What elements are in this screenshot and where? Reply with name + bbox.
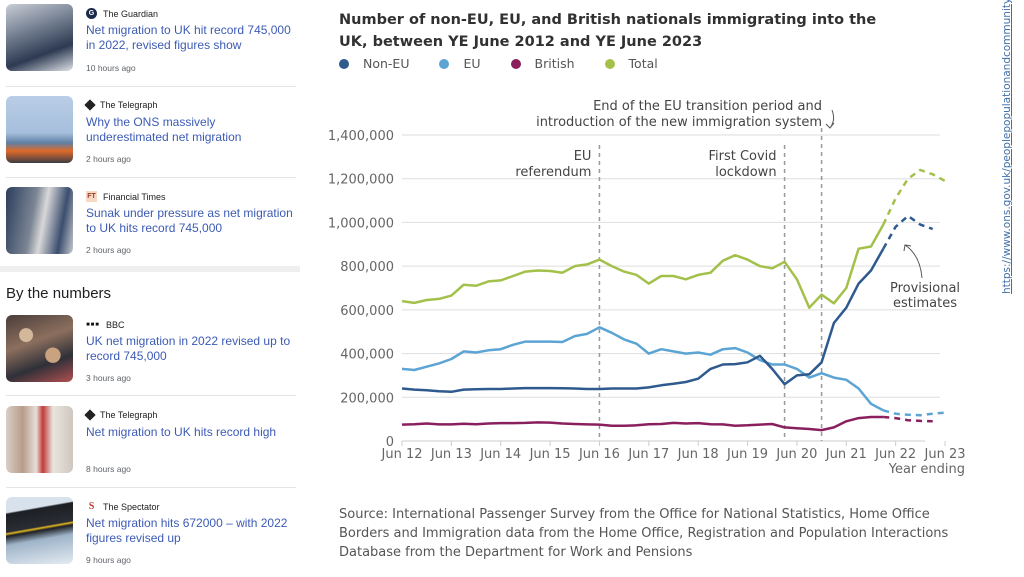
y-tick-label: 1,200,000: [328, 173, 394, 188]
news-headline-link[interactable]: Net migration to UK hit record 745,000 i…: [86, 23, 291, 52]
news-card[interactable]: The Telegraph Net migration to UK hits r…: [6, 406, 296, 486]
divider: [6, 487, 296, 488]
legend-dot-icon: [339, 58, 349, 69]
series-line-provisional-non-eu: [882, 214, 934, 250]
legend-label: British: [534, 56, 575, 71]
legend-dot-icon: [439, 58, 450, 69]
divider: [6, 395, 296, 396]
news-headline-link[interactable]: UK net migration in 2022 revised up to r…: [86, 334, 291, 363]
annotation-transition: End of the EU transition period and: [593, 99, 822, 114]
series-line-provisional-total: [882, 168, 946, 226]
divider: [6, 177, 296, 178]
news-time: 3 hours ago: [86, 373, 131, 383]
news-source: The Telegraph: [100, 100, 158, 110]
news-card[interactable]: S The Spectator Net migration hits 672000…: [6, 497, 296, 577]
x-tick-label: Jun 18: [677, 447, 719, 462]
annotation-covid-lockdown: lockdown: [715, 165, 776, 180]
x-tick-label: Jun 13: [430, 447, 472, 462]
legend-dot-icon: [604, 58, 615, 69]
annotation-provisional: estimates: [893, 296, 957, 311]
series-line-provisional-eu: [882, 409, 946, 417]
news-card[interactable]: ■■■ BBC UK net migration in 2022 revised …: [6, 315, 296, 395]
x-tick-label: Jun 17: [627, 447, 669, 462]
annotation-arrow: [825, 109, 835, 129]
y-tick-label: 0: [386, 435, 394, 450]
x-tick-label: Jun 19: [726, 447, 768, 462]
series-line-total: [401, 223, 885, 309]
legend-dot-icon: [510, 58, 521, 69]
x-tick-label: Jun 12: [381, 447, 423, 462]
news-card[interactable]: FT Financial Times Sunak under pressure a…: [6, 187, 296, 267]
ft-logo-icon: FT: [86, 191, 97, 202]
y-tick-label: 1,400,000: [328, 129, 394, 144]
spectator-logo-icon: S: [88, 501, 95, 512]
x-tick-label: Jun 20: [775, 447, 817, 462]
y-tick-label: 200,000: [340, 391, 394, 406]
news-source: The Telegraph: [100, 410, 158, 420]
news-headline-link[interactable]: Sunak under pressure as net migration to…: [86, 206, 293, 235]
y-tick-label: 400,000: [340, 348, 394, 363]
travellers-image: [6, 406, 73, 473]
chart-legend: Non-EU EU British Total: [339, 56, 688, 71]
small-boat-image: [6, 96, 73, 163]
x-axis-label: Year ending: [888, 462, 965, 477]
annotation-arrow: [903, 244, 923, 279]
section-separator: [0, 266, 300, 272]
line-chart: 0 200,000 400,000 600,000 800,000 1,000,000 1,…: [328, 99, 966, 477]
series-line-british: [401, 415, 884, 432]
news-headline-link[interactable]: Net migration hits 672000 – with 2022 fi…: [86, 516, 288, 545]
news-time: 2 hours ago: [86, 154, 131, 164]
news-source: The Spectator: [103, 501, 160, 512]
y-tick-label: 1,000,000: [328, 216, 394, 231]
guardian-logo-icon: G: [86, 8, 97, 19]
legend-item-non-eu: Non-EU: [339, 56, 409, 71]
news-card[interactable]: G The Guardian Net migration to UK hit re…: [6, 4, 296, 84]
annotation-eu-referendum: EU: [574, 149, 592, 164]
news-headline-link[interactable]: Net migration to UK hits record high: [86, 425, 277, 439]
news-card[interactable]: The Telegraph Why the ONS massively unde…: [6, 96, 296, 176]
news-headline-link[interactable]: Why the ONS massively underestimated net…: [86, 115, 242, 144]
passport-control-image: [6, 4, 73, 71]
legend-label: Total: [628, 56, 658, 71]
chart-title: Number of non-EU, EU, and British nation…: [339, 12, 877, 50]
news-time: 9 hours ago: [86, 555, 131, 565]
crowd-image: [6, 315, 73, 382]
legend-label: EU: [463, 56, 481, 71]
news-panel: G The Guardian Net migration to UK hit re…: [0, 0, 300, 576]
divider: [6, 86, 296, 87]
news-source: BBC: [106, 319, 125, 330]
annotation-provisional: Provisional: [890, 281, 960, 296]
source-url-link[interactable]: https://www.ons.gov.uk/peoplepopulationa…: [1000, 0, 1014, 294]
legend-item-british: British: [510, 56, 575, 71]
series-line-non-eu: [401, 248, 885, 394]
legend-item-total: Total: [604, 56, 658, 71]
x-tick-label: Jun 15: [529, 447, 571, 462]
annotation-eu-referendum: referendum: [515, 165, 591, 180]
series-line-provisional-british: [883, 415, 933, 423]
source-note: Source: International Passenger Survey f…: [339, 507, 949, 560]
x-tick-label: Jun 16: [578, 447, 620, 462]
queue-image: [6, 187, 73, 254]
news-time: 2 hours ago: [86, 245, 131, 255]
annotation-transition: introduction of the new immigration syst…: [536, 115, 822, 130]
bbc-logo-icon: ■■■: [86, 321, 100, 328]
x-tick-label: Jun 22: [874, 447, 916, 462]
news-time: 10 hours ago: [86, 63, 136, 73]
series-line-eu: [401, 326, 884, 412]
x-tick-label: Jun 23: [924, 447, 966, 462]
legend-item-eu: EU: [439, 56, 481, 71]
departures-sign-image: [6, 497, 73, 564]
news-time: 8 hours ago: [86, 464, 131, 474]
annotation-covid-lockdown: First Covid: [708, 149, 776, 164]
y-tick-label: 600,000: [340, 304, 394, 319]
x-tick-label: Jun 21: [825, 447, 867, 462]
x-tick-label: Jun 14: [479, 447, 521, 462]
news-source: Financial Times: [103, 191, 166, 202]
section-title: By the numbers: [6, 285, 112, 302]
legend-label: Non-EU: [363, 56, 410, 71]
y-tick-label: 800,000: [340, 260, 394, 275]
news-source: The Guardian: [103, 8, 159, 19]
